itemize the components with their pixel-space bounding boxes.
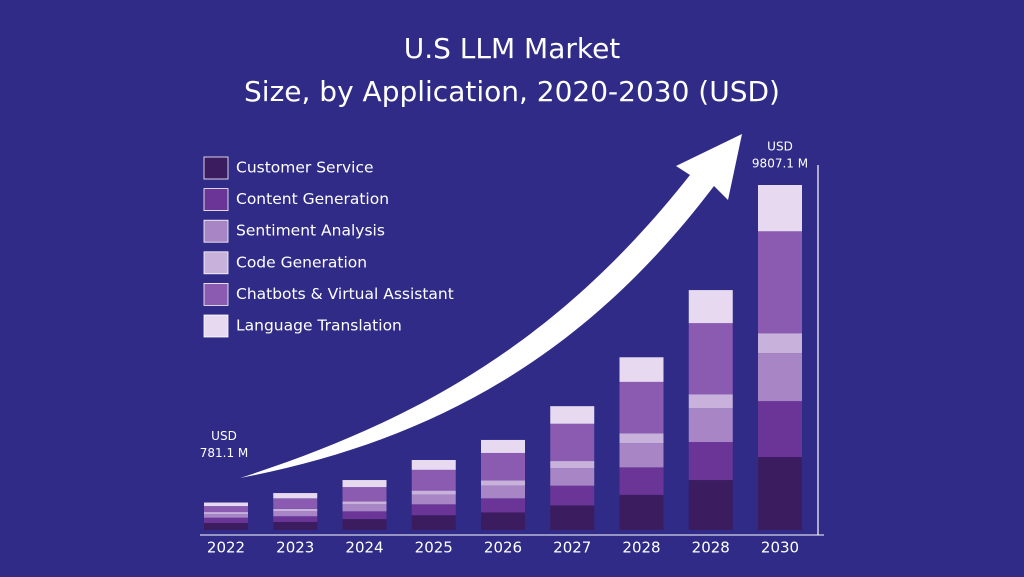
bar-segment [411,490,456,495]
bar-segment [204,512,248,515]
bar-segment [411,515,456,530]
bar-segment [550,406,595,424]
bar-segment [411,494,456,505]
bar-segment [758,401,802,458]
legend-swatch [203,156,229,180]
x-tick-label: 2028 [622,539,660,557]
bar-segment [688,408,733,443]
annotation: 781.1 M [200,446,249,460]
legend-swatch [203,314,229,338]
bar-segment [619,494,664,530]
bar-segment [619,357,664,382]
bar-segment [342,480,387,488]
bar-segment [342,519,387,530]
x-tick-label: 2027 [553,539,591,557]
legend-label: Code Generation [236,253,367,271]
bar-segment [411,459,456,470]
bar-segment [688,290,733,324]
legend-label: Language Translation [236,317,402,335]
bar-segment [481,452,525,481]
bar-segment [758,185,802,232]
bar-segment [619,381,664,434]
bar-segment [758,333,802,354]
bar-segment [688,394,733,409]
x-tick-label: 2028 [692,539,730,557]
bar-segment [204,502,248,507]
bar-segment [619,443,664,468]
bar-segment [550,485,595,506]
legend-label: Customer Service [236,159,374,177]
annotation: USD [767,139,793,153]
bar-segment [342,511,387,520]
x-tick-label: 2030 [761,539,799,557]
bar-segment [273,521,318,530]
bar-segment [273,511,318,517]
chart-title: Size, by Application, 2020-2030 (USD) [244,75,780,108]
legend-label: Content Generation [236,190,389,208]
bar-segment [273,516,318,522]
bar-segment [342,501,387,505]
bar-segment [411,469,456,491]
bar-segment [688,442,733,481]
bar-segment [481,512,525,530]
bar-segment [204,522,248,530]
bar-segment [619,433,664,444]
bar-segment [481,485,525,499]
bar-segment [342,487,387,502]
bar-segment [342,504,387,512]
bar-segment [550,461,595,469]
legend-swatch [203,188,229,212]
bar-segment [688,323,733,395]
legend-label: Chatbots & Virtual Assistant [236,285,454,303]
bar-segment [273,498,318,509]
bar-segment [411,504,456,516]
chart-title: U.S LLM Market [404,32,621,65]
bar-segment [204,514,248,518]
bar-segment [758,353,802,402]
legend-label: Sentiment Analysis [236,222,385,240]
bar-segment [481,439,525,453]
bar-segment [204,517,248,523]
bar-segment [550,468,595,486]
bar-segment [550,505,595,530]
bar-segment [481,480,525,486]
bar-segment [204,506,248,513]
annotation: USD [211,429,237,443]
bar-segment [619,467,664,495]
bar-segment [273,493,318,499]
growth-arrow [240,134,742,478]
legend-swatch [203,219,229,243]
bar-segment [550,423,595,462]
x-tick-label: 2022 [207,539,245,557]
annotation: 9807.1 M [752,156,808,170]
bar-segment [273,508,318,512]
legend-swatch [203,282,229,306]
x-tick-label: 2025 [415,539,453,557]
bar-segment [688,480,733,530]
x-tick-label: 2026 [484,539,522,557]
bar-segment [481,498,525,513]
bar-segment [758,457,802,530]
x-tick-label: 2023 [276,539,314,557]
bar-segment [758,231,802,334]
legend-swatch [203,251,229,275]
x-tick-label: 2024 [345,539,383,557]
